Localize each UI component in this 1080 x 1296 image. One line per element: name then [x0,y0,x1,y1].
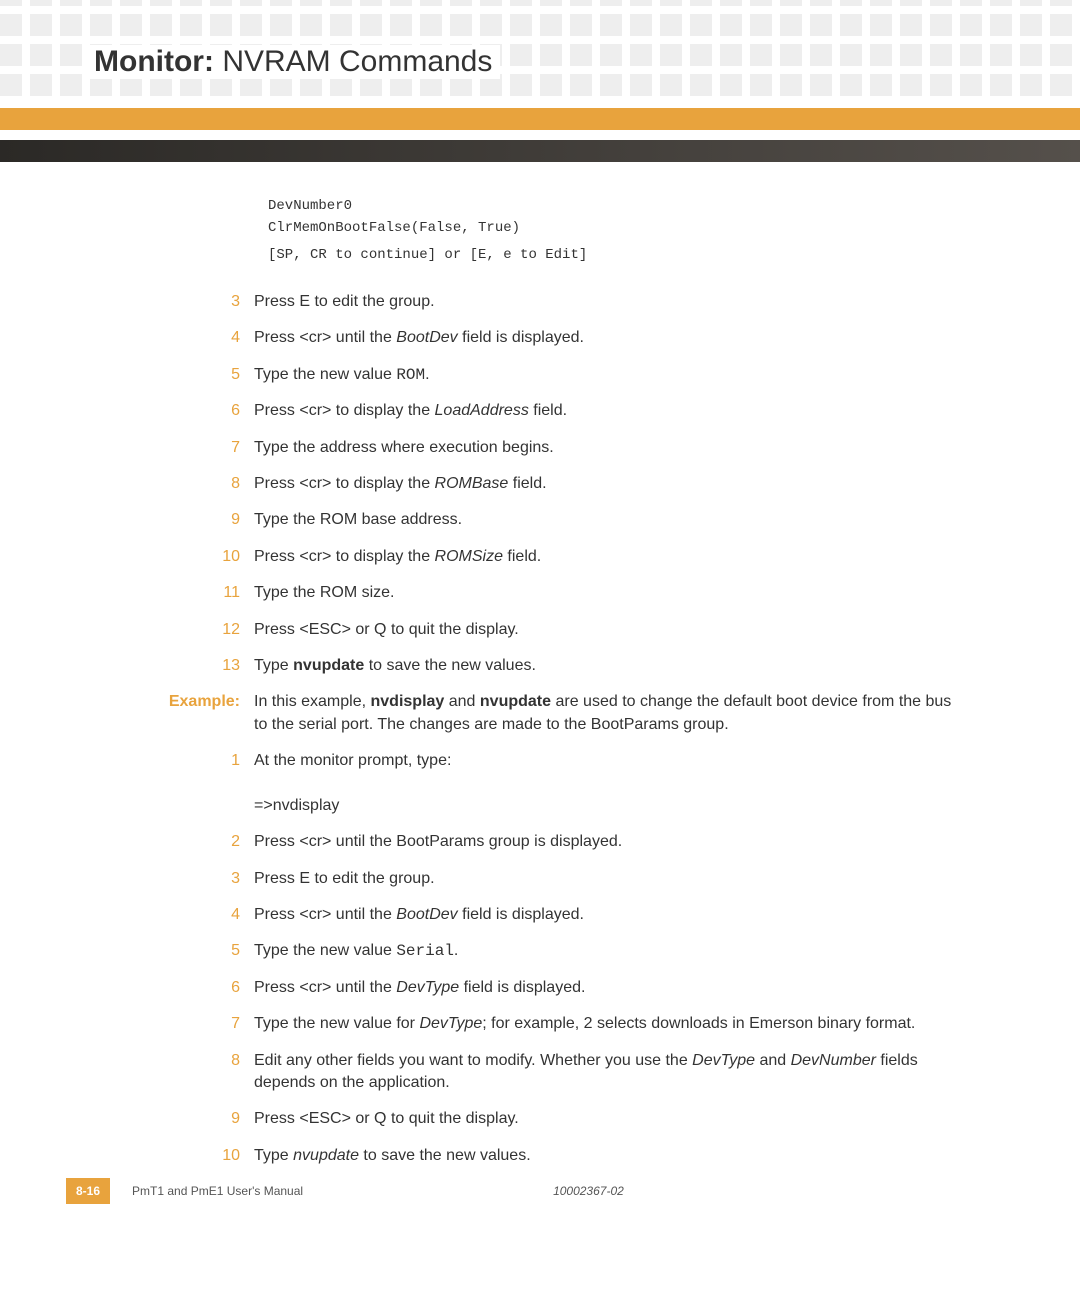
step-number: 4 [86,327,254,349]
dark-stripe [0,140,1080,162]
step-number: 10 [86,1145,254,1167]
step-text: Type the ROM size. [254,582,960,604]
title-light: NVRAM Commands [222,45,492,78]
step-number: 13 [86,655,254,677]
step-row: 10Type nvupdate to save the new values. [86,1145,960,1167]
step-number: 1 [86,750,254,817]
code-block: DevNumber0 ClrMemOnBootFalse(False, True… [268,196,960,267]
step-text: Type the address where execution begins. [254,437,960,459]
step-row: 12Press <ESC> or Q to quit the display. [86,619,960,641]
page-title: Monitor: NVRAM Commands [86,45,500,79]
step-number: 9 [86,1108,254,1130]
code-line: DevNumber0 [268,196,960,218]
page-number-badge: 8-16 [66,1178,110,1204]
step-number: 6 [86,400,254,422]
step-number: 10 [86,546,254,568]
step-number: 8 [86,473,254,495]
example-label: Example: [86,691,254,736]
step-text: Type nvupdate to save the new values. [254,1145,960,1167]
step-text: Press <cr> until the DevType field is di… [254,977,960,999]
orange-stripe [0,108,1080,130]
step-number: 5 [86,364,254,386]
step-number: 7 [86,1013,254,1035]
step-text: Press <ESC> or Q to quit the display. [254,619,960,641]
step-number: 5 [86,940,254,962]
step-row: 3Press E to edit the group. [86,868,960,890]
step-row: 6Press <cr> to display the LoadAddress f… [86,400,960,422]
document-id: 10002367-02 [553,1184,624,1198]
example-row: Example: In this example, nvdisplay and … [86,691,960,736]
step-text: Press <ESC> or Q to quit the display. [254,1108,960,1130]
step-text: At the monitor prompt, type:=>nvdisplay [254,750,960,817]
step-row: 6Press <cr> until the DevType field is d… [86,977,960,999]
step-number: 4 [86,904,254,926]
step-number: 3 [86,291,254,313]
step-row: 5Type the new value Serial. [86,940,960,962]
step-row: 4Press <cr> until the BootDev field is d… [86,904,960,926]
step-text: Type the new value ROM. [254,364,960,386]
step-text: Press <cr> until the BootDev field is di… [254,904,960,926]
step-row: 3Press E to edit the group. [86,291,960,313]
example-intro: In this example, nvdisplay and nvupdate … [254,691,960,736]
step-text: Edit any other fields you want to modify… [254,1050,960,1095]
step-number: 6 [86,977,254,999]
step-text: Type nvupdate to save the new values. [254,655,960,677]
step-text: Press E to edit the group. [254,868,960,890]
step-row: 7Type the address where execution begins… [86,437,960,459]
step-text: Press <cr> until the BootDev field is di… [254,327,960,349]
steps-list-a: 3Press E to edit the group.4Press <cr> u… [86,291,960,677]
step-text: Press <cr> to display the ROMBase field. [254,473,960,495]
step-row: 11Type the ROM size. [86,582,960,604]
step-text: Type the new value Serial. [254,940,960,962]
step-text: Press <cr> until the BootParams group is… [254,831,960,853]
step-number: 2 [86,831,254,853]
steps-list-b: 1At the monitor prompt, type:=>nvdisplay… [86,750,960,1167]
code-line: [SP, CR to continue] or [E, e to Edit] [268,245,960,267]
step-row: 8Press <cr> to display the ROMBase field… [86,473,960,495]
manual-name: PmT1 and PmE1 User's Manual [132,1184,303,1198]
step-number: 7 [86,437,254,459]
step-row: 4Press <cr> until the BootDev field is d… [86,327,960,349]
step-number: 9 [86,509,254,531]
step-number: 3 [86,868,254,890]
step-row: 9Type the ROM base address. [86,509,960,531]
step-row: 10Press <cr> to display the ROMSize fiel… [86,546,960,568]
step-row: 13Type nvupdate to save the new values. [86,655,960,677]
step-row: 2Press <cr> until the BootParams group i… [86,831,960,853]
step-number: 12 [86,619,254,641]
step-number: 8 [86,1050,254,1095]
step-text: Type the ROM base address. [254,509,960,531]
step-text: Press <cr> to display the ROMSize field. [254,546,960,568]
content-area: DevNumber0 ClrMemOnBootFalse(False, True… [86,196,960,1181]
step-text: Press <cr> to display the LoadAddress fi… [254,400,960,422]
step-text: Type the new value for DevType; for exam… [254,1013,960,1035]
step-text: Press E to edit the group. [254,291,960,313]
step-row: 5Type the new value ROM. [86,364,960,386]
page-footer: 8-16 PmT1 and PmE1 User's Manual 1000236… [66,1178,960,1204]
code-line: ClrMemOnBootFalse(False, True) [268,218,960,240]
step-row: 1At the monitor prompt, type:=>nvdisplay [86,750,960,817]
title-bold: Monitor: [94,45,214,78]
step-row: 8Edit any other fields you want to modif… [86,1050,960,1095]
step-number: 11 [86,582,254,604]
step-row: 7Type the new value for DevType; for exa… [86,1013,960,1035]
step-row: 9Press <ESC> or Q to quit the display. [86,1108,960,1130]
